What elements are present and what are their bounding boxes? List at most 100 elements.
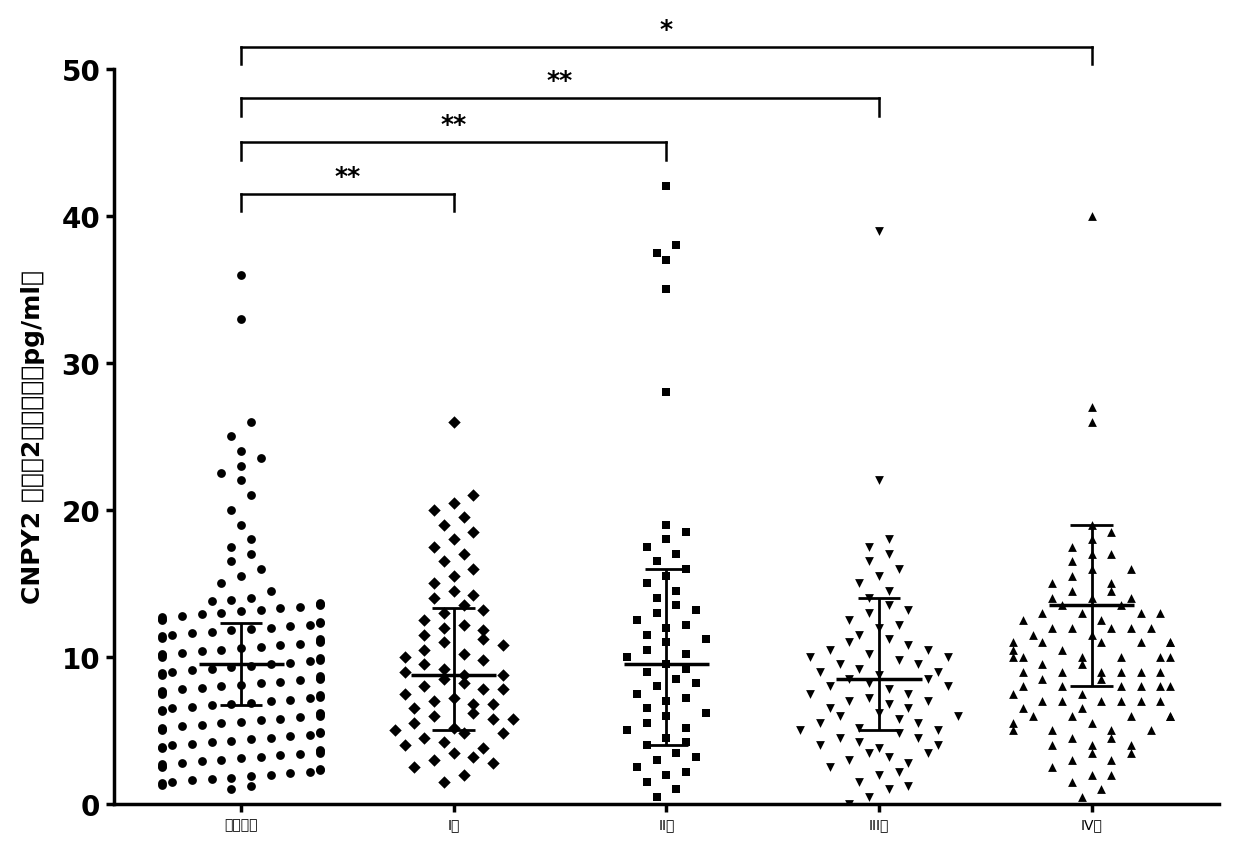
Point [666,239,686,253]
Point [222,771,242,785]
Point [290,674,310,688]
Point [849,735,869,749]
Point [280,693,300,706]
Y-axis label: CNPY2 异构体2血清浓度（pg/ml）: CNPY2 异构体2血清浓度（pg/ml） [21,270,45,604]
Point [909,731,929,745]
Point [310,688,330,702]
Point [182,774,202,787]
Point [172,756,192,769]
Point [869,474,889,487]
Point [1101,621,1121,635]
Point [153,631,172,645]
Point [1111,680,1131,694]
Point [919,643,939,657]
Point [1081,548,1101,561]
Point [310,672,330,686]
Point [212,607,232,620]
Text: **: ** [335,164,361,188]
Point [879,782,899,796]
Point [434,735,454,749]
Point [310,762,330,775]
Point [928,724,947,738]
Point [270,639,290,653]
Point [637,702,657,716]
Point [153,668,172,682]
Point [153,724,172,738]
Point [310,652,330,665]
Point [162,702,182,716]
Point [212,753,232,767]
Point [231,518,250,532]
Point [869,621,889,635]
Point [162,775,182,789]
Point [153,684,172,698]
Point [434,555,454,568]
Point [646,790,666,803]
Point [676,618,696,631]
Point [830,709,849,722]
Point [869,741,889,755]
Point [1003,687,1023,700]
Point [192,755,212,769]
Point [153,687,172,700]
Point [310,727,330,740]
Point [222,504,242,517]
Point [484,697,503,711]
Point [646,607,666,620]
Point [1091,672,1111,686]
Point [899,702,919,716]
Point [656,731,676,745]
Point [928,665,947,679]
Point [231,570,250,584]
Point [153,649,172,663]
Point [1043,621,1063,635]
Point [859,607,879,620]
Point [1121,562,1141,576]
Point [474,682,494,696]
Point [947,709,967,722]
Point [241,659,260,673]
Point [656,658,676,671]
Point [444,584,464,598]
Point [1091,782,1111,796]
Point [310,615,330,629]
Point [1121,709,1141,722]
Point [153,613,172,627]
Point [153,705,172,718]
Point [434,518,454,532]
Point [859,591,879,605]
Point [444,721,464,734]
Point [1033,672,1053,686]
Point [656,570,676,584]
Point [859,540,879,554]
Point [464,526,484,539]
Text: **: ** [440,113,467,137]
Point [172,646,192,659]
Point [820,643,839,657]
Point [1151,680,1171,694]
Point [394,665,414,679]
Text: *: * [660,18,673,42]
Point [1161,709,1180,722]
Point [153,666,172,680]
Point [250,751,270,764]
Point [646,555,666,568]
Point [280,656,300,670]
Point [627,687,647,700]
Point [1003,643,1023,657]
Point [1061,731,1081,745]
Point [1061,555,1081,568]
Point [1091,613,1111,627]
Point [494,727,513,740]
Point [879,751,899,764]
Point [859,555,879,568]
Point [310,599,330,613]
Point [790,724,810,738]
Point [1081,746,1101,759]
Point [464,697,484,711]
Point [212,680,232,694]
Point [1081,717,1101,730]
Point [280,619,300,633]
Point [241,696,260,710]
Point [153,721,172,734]
